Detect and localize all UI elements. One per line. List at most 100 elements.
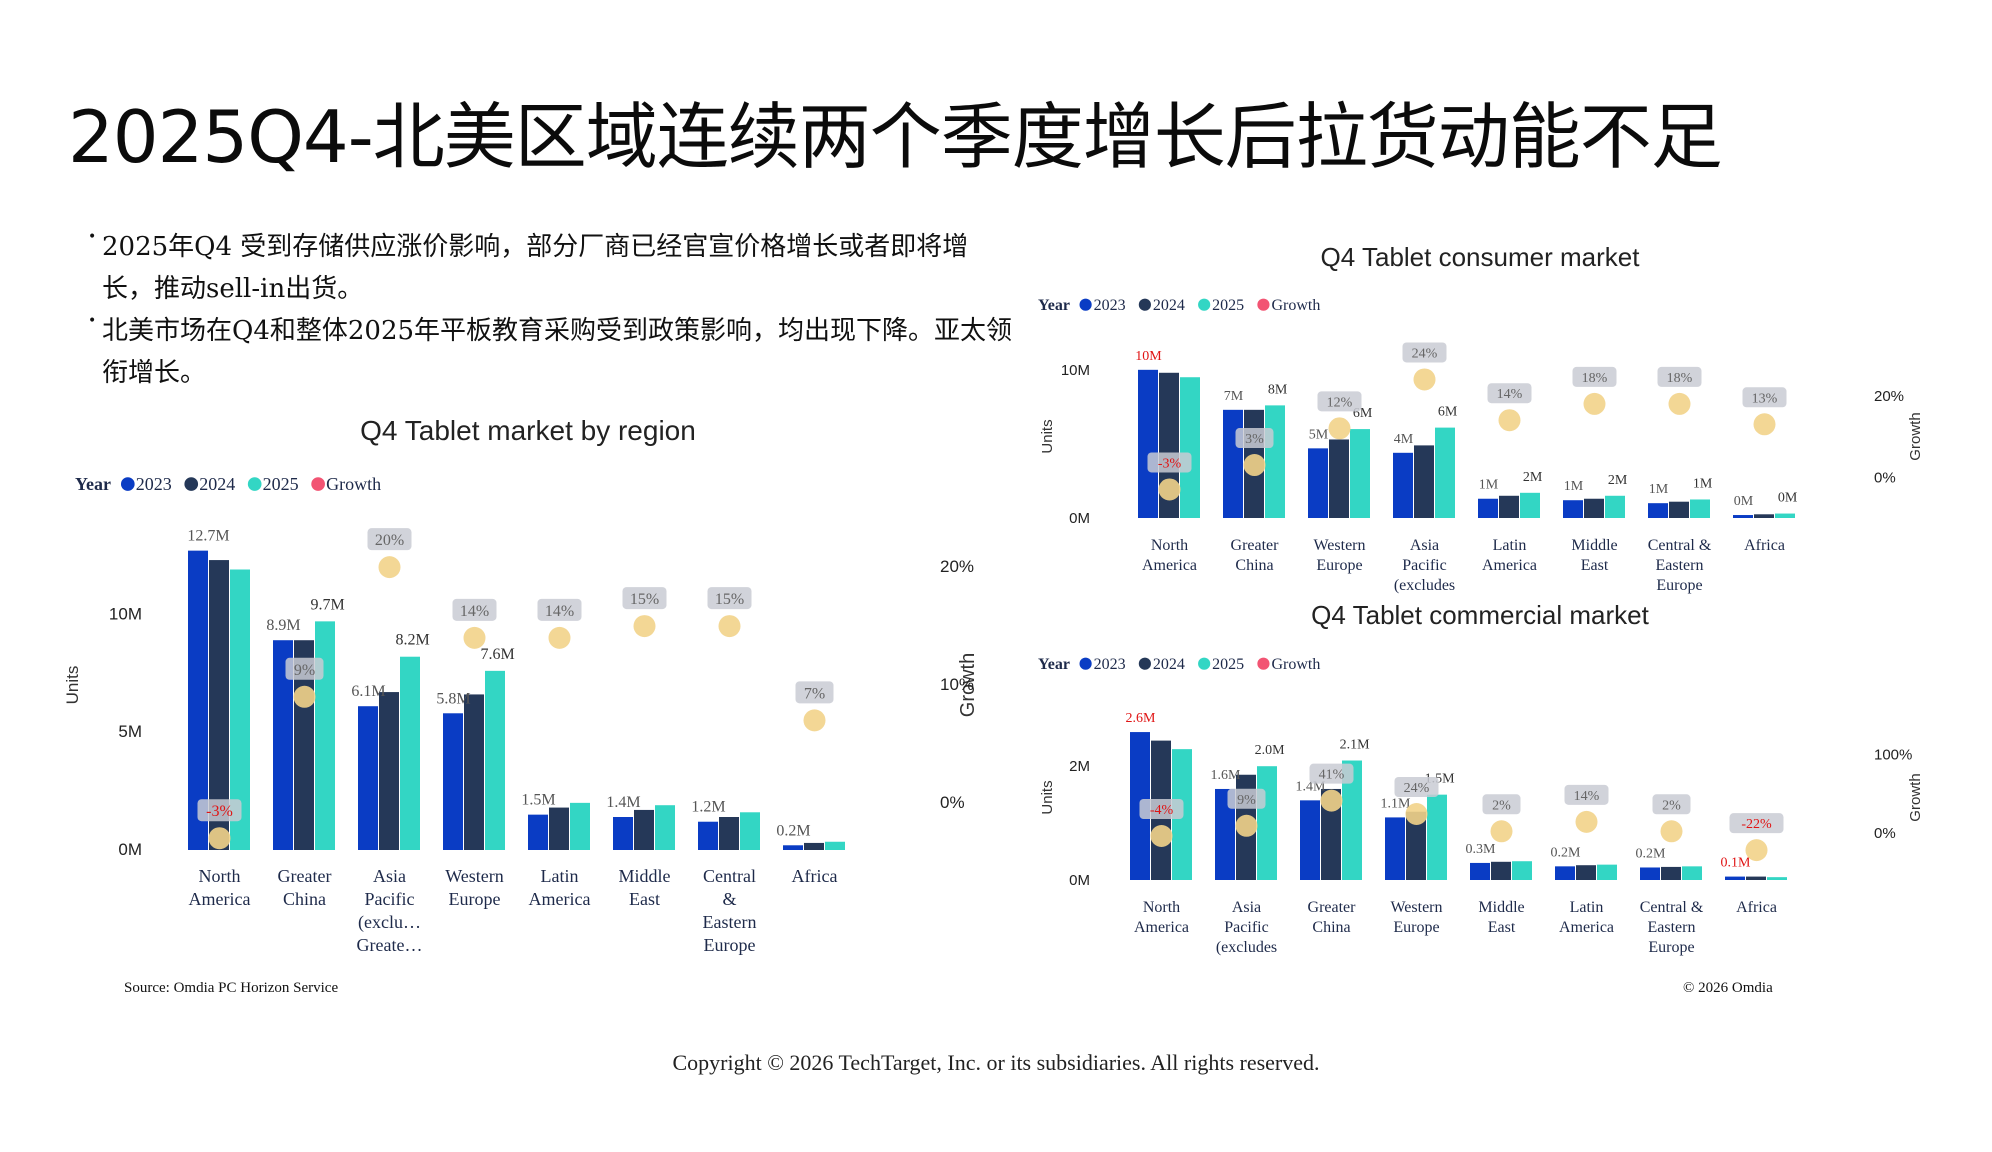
omdia-copyright: © 2026 Omdia (1683, 980, 1773, 996)
category-label: Latin (1493, 537, 1527, 554)
footer-copyright: Copyright © 2026 TechTarget, Inc. or its… (672, 1050, 1320, 1075)
data-label: 2M (1523, 470, 1543, 485)
data-label: 8M (1268, 382, 1288, 397)
bar-2024 (1499, 495, 1519, 518)
growth-point (1583, 392, 1606, 415)
growth-point (803, 709, 826, 732)
data-label: 1.5M (521, 792, 555, 809)
legend-swatch-growth (1257, 657, 1270, 670)
growth-point (1575, 810, 1598, 833)
category-label: Greater (1308, 899, 1357, 916)
bar-2023 (358, 706, 378, 850)
legend-label: 2025 (1212, 656, 1244, 673)
category-label: Western (445, 866, 504, 886)
growth-label: 24% (1404, 781, 1430, 796)
bullet-item: 2025年Q4 受到存储供应涨价影响，部分厂商已经官宣价格增长或者即将增长，推动… (88, 216, 1018, 310)
growth-badge (1487, 383, 1532, 404)
growth-badge (1394, 777, 1439, 797)
bar-2025 (485, 670, 505, 850)
category-label: Middle (1478, 899, 1524, 916)
chart-title: Q4 Tablet consumer market (1321, 242, 1641, 272)
growth-point (208, 827, 231, 850)
y2-axis-title: Growth (1907, 412, 1924, 460)
growth-label: 12% (1327, 395, 1353, 410)
y-axis-title: Units (1039, 419, 1056, 453)
growth-label: 7% (804, 685, 825, 702)
growth-label: -3% (1158, 456, 1182, 471)
category-label: Africa (1736, 899, 1777, 916)
category-label: East (629, 889, 660, 909)
data-label: 9.7M (310, 596, 344, 613)
bar-2025 (1605, 495, 1625, 518)
bar-2024 (379, 692, 399, 850)
bar-2023 (1470, 862, 1490, 880)
chart-title: Q4 Tablet market by region (360, 415, 696, 446)
category-label: Europe (1648, 939, 1694, 956)
data-label: 7M (1224, 389, 1244, 404)
bar-2023 (1300, 800, 1320, 880)
category-label: (exclu… (358, 912, 421, 933)
category-label: Europe (704, 935, 756, 955)
category-label: & (722, 889, 736, 909)
data-label: 1.1M (1381, 796, 1412, 811)
category-label: Greate… (357, 935, 423, 955)
growth-label: 9% (1237, 793, 1256, 808)
category-label: Central (703, 866, 756, 886)
data-label: 2.1M (1340, 738, 1371, 753)
y2-tick-label: 0% (940, 793, 965, 812)
bar-2024 (1754, 514, 1774, 518)
bar-2023 (613, 817, 633, 850)
bullet-item: 北美市场在Q4和整体2025年平板教育采购受到政策影响，均出现下降。亚太领衔增长… (88, 300, 1018, 394)
bar-2023 (1563, 500, 1583, 518)
bar-2023 (1393, 452, 1413, 518)
bar-2024 (1669, 501, 1689, 518)
legend-swatch-year (1079, 657, 1092, 670)
growth-label: 2% (1662, 798, 1681, 813)
data-label: 2M (1608, 473, 1628, 488)
bar-2025 (655, 805, 675, 850)
data-label: 8.2M (395, 632, 429, 649)
bar-2025 (1427, 794, 1447, 880)
data-label: 1.4M (606, 794, 640, 811)
legend-title: Year (1038, 656, 1070, 673)
category-label: America (1482, 557, 1537, 574)
category-label: Eastern (1648, 919, 1696, 936)
growth-point (1745, 839, 1768, 862)
growth-label: -4% (1150, 803, 1174, 818)
y2-tick-label: 0% (1874, 469, 1896, 486)
growth-point (1243, 454, 1266, 477)
growth-point (1660, 820, 1683, 843)
growth-badge (537, 598, 582, 621)
bar-2023 (1138, 369, 1158, 518)
data-label: 0.2M (1551, 845, 1582, 860)
category-label: Asia (1410, 537, 1439, 554)
legend-swatch-year (184, 477, 199, 491)
y-axis-title: Units (1039, 780, 1056, 814)
data-label: 0.2M (1636, 846, 1667, 861)
y2-axis-title: Growth (957, 653, 979, 717)
growth-label: 18% (1582, 371, 1608, 386)
growth-badge (1139, 799, 1184, 819)
legend-title: Year (75, 474, 111, 494)
growth-point (378, 556, 401, 579)
bar-2023 (1555, 866, 1575, 880)
growth-point (548, 626, 571, 649)
growth-point (633, 615, 656, 638)
category-label: Latin (1570, 899, 1604, 916)
data-label: 12.7M (187, 528, 229, 545)
category-label: Greater (278, 866, 332, 886)
legend-label: Growth (326, 474, 381, 494)
legend-label: 2025 (1212, 297, 1244, 314)
growth-point (1405, 803, 1428, 825)
y2-tick-label: 20% (940, 557, 974, 576)
category-label: Europe (449, 889, 501, 909)
growth-label: 24% (1412, 346, 1438, 361)
growth-label: -22% (1741, 817, 1772, 832)
category-label: Africa (792, 866, 838, 886)
category-label: America (1559, 919, 1614, 936)
growth-label: 15% (630, 591, 659, 608)
y-tick-label: 5M (118, 722, 142, 741)
legend-label: 2025 (263, 474, 299, 494)
category-label: China (1235, 557, 1273, 574)
category-label: Eastern (703, 912, 757, 932)
